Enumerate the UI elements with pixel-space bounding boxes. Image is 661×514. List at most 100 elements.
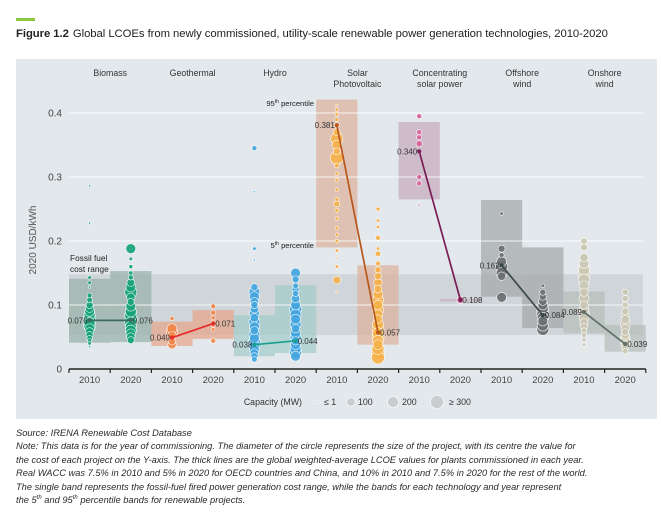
- project-point: [582, 348, 586, 352]
- weighted-average-line: [171, 322, 214, 339]
- note-text: 5: [31, 495, 37, 506]
- technology-header: Hydro: [263, 68, 287, 78]
- weighted-average-label: 0.084: [545, 311, 566, 320]
- weighted-average-line: [418, 151, 462, 301]
- project-point: [334, 248, 339, 253]
- weighted-average-label: 0.381: [315, 121, 336, 130]
- project-point: [580, 243, 588, 252]
- project-point: [335, 256, 339, 260]
- project-point: [375, 235, 381, 241]
- project-point: [211, 327, 216, 332]
- y-tick-label: 0.3: [48, 173, 62, 184]
- technology-header: Biomass: [93, 68, 127, 78]
- project-point: [252, 246, 257, 251]
- weighted-average-label: 0.049: [150, 334, 171, 343]
- legend-label: ≥ 300: [449, 397, 471, 407]
- project-point: [290, 350, 301, 362]
- gridlines-layer: [69, 112, 643, 306]
- legend-swatch: [387, 396, 399, 408]
- y-tick-label: 0.4: [48, 109, 62, 120]
- project-point: [579, 287, 589, 297]
- project-point: [374, 266, 382, 274]
- project-point: [334, 107, 339, 112]
- weighted-average-marker: [252, 342, 257, 347]
- project-point: [128, 256, 133, 262]
- project-point: [581, 342, 587, 347]
- x-tick-label: 2020: [120, 375, 141, 386]
- legend-swatch: [430, 395, 444, 409]
- project-point: [372, 339, 384, 350]
- p5-annotation: 5th percentile: [271, 241, 314, 250]
- project-point: [496, 292, 507, 303]
- project-point: [87, 275, 92, 280]
- project-point: [210, 315, 216, 321]
- project-point: [417, 203, 421, 207]
- x-tick-label: 2020: [532, 375, 553, 386]
- project-point: [579, 253, 589, 263]
- weighted-average-line: [583, 311, 626, 345]
- project-point: [87, 341, 92, 346]
- note-text: and: [41, 495, 63, 506]
- technology-header: wind: [512, 79, 531, 89]
- project-point: [290, 313, 301, 325]
- y-axis-label: 2020 USD/kWh: [28, 206, 39, 275]
- project-point: [126, 297, 135, 306]
- x-tick-label: 2010: [573, 375, 594, 386]
- x-tick-label: 2010: [79, 375, 100, 386]
- weighted-average-label: 0.044: [298, 337, 319, 346]
- technology-header: wind: [595, 79, 614, 89]
- technology-header: solar power: [417, 79, 463, 89]
- project-point: [415, 140, 423, 148]
- weighted-average-marker: [581, 309, 587, 315]
- project-point: [210, 338, 216, 344]
- project-point: [87, 280, 92, 285]
- technology-header: Onshore: [588, 68, 622, 78]
- project-point: [88, 345, 92, 349]
- project-point: [126, 336, 135, 345]
- project-point: [375, 218, 381, 223]
- project-point: [291, 324, 301, 334]
- note-text: the: [16, 495, 32, 506]
- project-point: [128, 270, 134, 276]
- note-superscript: th: [72, 494, 78, 501]
- project-point: [332, 275, 341, 285]
- project-point: [621, 328, 630, 336]
- project-point: [334, 178, 339, 183]
- weighted-average-label: 0.340: [397, 147, 418, 156]
- project-point: [251, 145, 258, 151]
- project-point: [539, 288, 547, 296]
- weighted-average-marker: [334, 123, 339, 128]
- project-point: [334, 264, 339, 269]
- project-point: [334, 207, 340, 213]
- legend-label: 100: [358, 397, 373, 407]
- technology-header: Solar: [347, 68, 368, 78]
- project-point: [128, 264, 134, 269]
- project-point: [334, 112, 339, 117]
- project-point: [334, 187, 339, 192]
- project-point: [416, 113, 422, 119]
- source-line: Source: IRENA Renewable Cost Database: [16, 428, 192, 438]
- x-tick-label: 2020: [285, 375, 306, 386]
- figure-title: Figure 1.2 Global LCOEs from newly commis…: [16, 28, 608, 40]
- project-point: [335, 290, 339, 294]
- weighted-average-marker: [499, 263, 504, 268]
- project-point: [498, 252, 505, 258]
- project-point: [497, 244, 506, 253]
- project-point: [622, 347, 629, 355]
- project-point: [499, 211, 504, 216]
- project-point: [621, 295, 629, 302]
- y-tick-label: 0.2: [48, 237, 62, 248]
- weighted-average-label: 0.089: [562, 308, 583, 317]
- project-point: [334, 197, 340, 202]
- weighted-average-label: 0.057: [380, 329, 401, 338]
- project-point: [128, 274, 134, 281]
- x-tick-label: 2010: [161, 375, 182, 386]
- project-point: [334, 238, 339, 244]
- project-point: [249, 313, 259, 323]
- weighted-average-label: 0.076: [133, 316, 154, 325]
- project-point: [375, 206, 381, 212]
- weighted-average-marker: [623, 341, 628, 347]
- weighted-average-marker: [417, 149, 422, 154]
- project-point: [291, 275, 300, 284]
- weighted-average-marker: [128, 318, 133, 323]
